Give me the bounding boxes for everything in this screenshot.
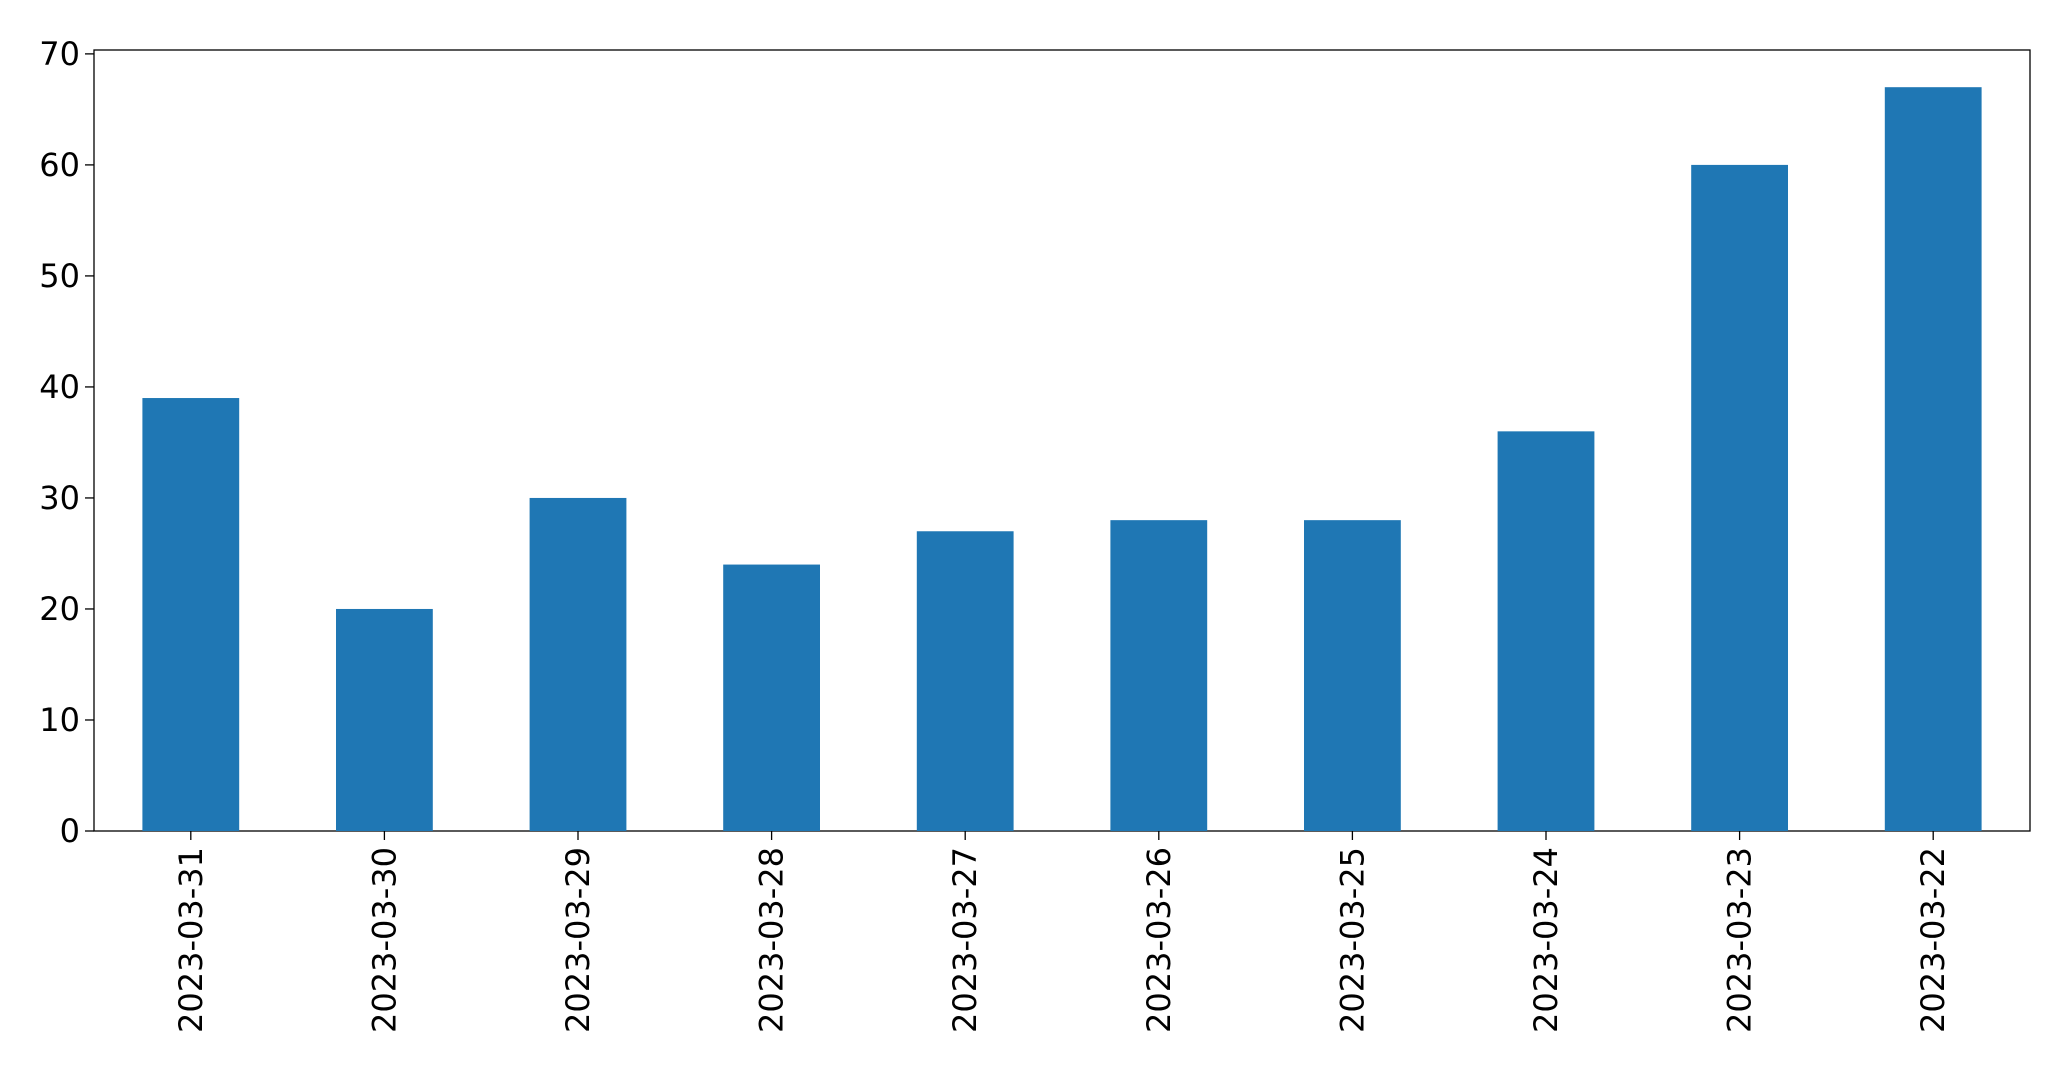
x-tick-label: 2023-03-23	[1721, 847, 1759, 1033]
plot-frame	[93, 49, 2031, 832]
bar	[1497, 431, 1595, 831]
bar	[529, 497, 627, 831]
y-tick-label: 40	[39, 368, 80, 406]
y-tick-label: 10	[39, 701, 80, 739]
y-tick-label: 70	[39, 35, 80, 73]
y-tick-label: 60	[39, 146, 80, 184]
x-tick-label: 2023-03-24	[1527, 847, 1565, 1033]
x-tick-label: 2023-03-28	[753, 847, 791, 1033]
bar	[1304, 520, 1401, 831]
bar	[336, 608, 433, 831]
bar	[1884, 87, 1982, 831]
bar	[916, 531, 1014, 831]
y-tick-label: 20	[39, 590, 80, 628]
x-tick-label: 2023-03-22	[1914, 847, 1952, 1033]
bar	[723, 564, 820, 831]
x-tick-label: 2023-03-27	[946, 847, 984, 1033]
bar	[1691, 164, 1788, 831]
y-tick-label: 30	[39, 479, 80, 517]
y-tick-label: 0	[60, 812, 80, 850]
bar	[142, 398, 240, 831]
x-tick-label: 2023-03-29	[559, 847, 597, 1033]
bar	[1110, 520, 1208, 831]
x-tick-label: 2023-03-26	[1140, 847, 1178, 1033]
x-tick-label: 2023-03-31	[172, 847, 210, 1033]
x-tick-label: 2023-03-25	[1333, 847, 1371, 1033]
y-tick-label: 50	[39, 257, 80, 295]
x-tick-label: 2023-03-30	[365, 847, 403, 1033]
